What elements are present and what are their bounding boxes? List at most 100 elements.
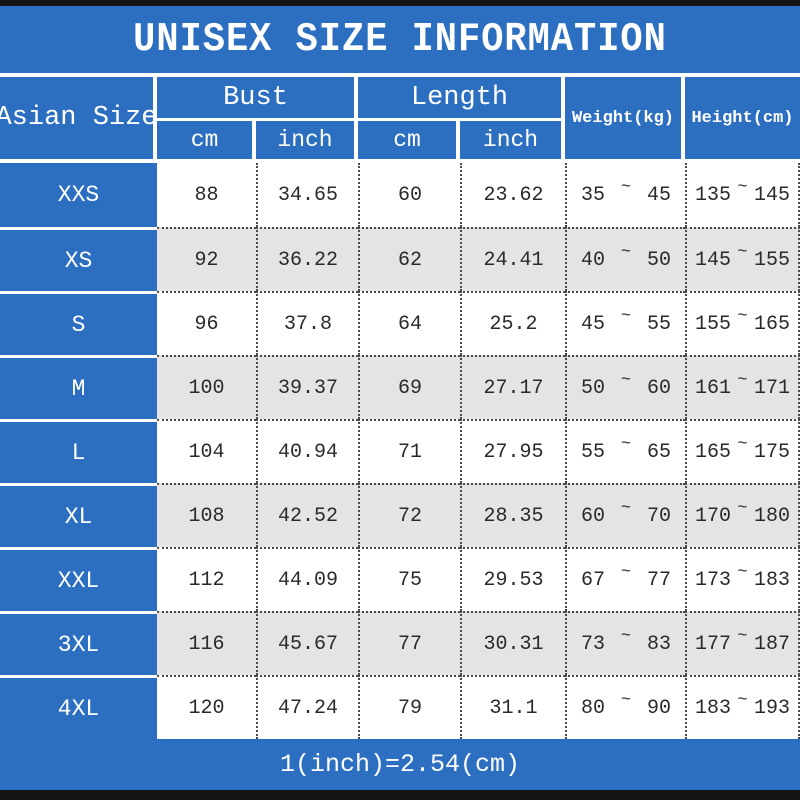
header-bust-inch: inch bbox=[256, 121, 358, 159]
header-length-cm: cm bbox=[358, 121, 460, 159]
length-inch-cell: 30.31 bbox=[460, 611, 565, 675]
tilde-icon: ~ bbox=[737, 177, 748, 197]
bust-cm-cell: 116 bbox=[157, 611, 256, 675]
length-cm-cell: 75 bbox=[358, 547, 460, 611]
height-range-cell: 170 ~ 180 bbox=[685, 483, 800, 547]
bust-inch-cell: 47.24 bbox=[256, 675, 358, 739]
height-max: 175 bbox=[753, 440, 790, 464]
size-label: XL bbox=[0, 483, 157, 547]
table-row: S 96 37.8 64 25.2 45 ~ 55 155 ~ 165 bbox=[0, 291, 800, 355]
table-body: XXS 88 34.65 60 23.62 35 ~ 45 135 ~ 145 … bbox=[0, 163, 800, 739]
size-label: XXS bbox=[0, 163, 157, 227]
tilde-icon: ~ bbox=[737, 690, 748, 710]
size-label: L bbox=[0, 419, 157, 483]
weight-range-cell: 60 ~ 70 bbox=[565, 483, 685, 547]
bust-inch-cell: 40.94 bbox=[256, 419, 358, 483]
bust-inch-cell: 45.67 bbox=[256, 611, 358, 675]
height-max: 187 bbox=[753, 632, 790, 656]
height-range-cell: 135 ~ 145 bbox=[685, 163, 800, 227]
bust-inch-cell: 42.52 bbox=[256, 483, 358, 547]
table-row: 4XL 120 47.24 79 31.1 80 ~ 90 183 ~ 193 bbox=[0, 675, 800, 739]
height-range-cell: 183 ~ 193 bbox=[685, 675, 800, 739]
height-max: 165 bbox=[753, 312, 790, 336]
tilde-icon: ~ bbox=[737, 434, 748, 454]
footer-band: 1(inch)=2.54(cm) bbox=[0, 739, 800, 790]
header-height-cm: Height(cm) bbox=[685, 77, 800, 159]
weight-max: 55 bbox=[646, 312, 671, 336]
weight-max: 50 bbox=[646, 248, 671, 272]
weight-range-cell: 40 ~ 50 bbox=[565, 227, 685, 291]
tilde-icon: ~ bbox=[620, 370, 632, 390]
header-length-inch: inch bbox=[460, 121, 565, 159]
length-inch-cell: 29.53 bbox=[460, 547, 565, 611]
length-inch-cell: 23.62 bbox=[460, 163, 565, 227]
bust-cm-cell: 104 bbox=[157, 419, 256, 483]
weight-min: 80 bbox=[581, 696, 606, 720]
height-min: 177 bbox=[695, 632, 732, 656]
height-max: 183 bbox=[753, 568, 790, 592]
tilde-icon: ~ bbox=[737, 242, 748, 262]
length-inch-cell: 25.2 bbox=[460, 291, 565, 355]
size-label: XXL bbox=[0, 547, 157, 611]
weight-range-cell: 50 ~ 60 bbox=[565, 355, 685, 419]
length-cm-cell: 60 bbox=[358, 163, 460, 227]
bust-cm-cell: 120 bbox=[157, 675, 256, 739]
tilde-icon: ~ bbox=[737, 370, 748, 390]
length-cm-cell: 69 bbox=[358, 355, 460, 419]
weight-range-cell: 55 ~ 65 bbox=[565, 419, 685, 483]
weight-range-cell: 80 ~ 90 bbox=[565, 675, 685, 739]
weight-max: 83 bbox=[646, 632, 671, 656]
tilde-icon: ~ bbox=[737, 562, 748, 582]
header-bust-cm: cm bbox=[157, 121, 256, 159]
size-label: M bbox=[0, 355, 157, 419]
height-min: 135 bbox=[695, 183, 732, 207]
weight-range-cell: 35 ~ 45 bbox=[565, 163, 685, 227]
weight-min: 35 bbox=[581, 183, 606, 207]
weight-max: 65 bbox=[646, 440, 671, 464]
height-min: 183 bbox=[695, 696, 732, 720]
height-min: 165 bbox=[695, 440, 732, 464]
table-row: XS 92 36.22 62 24.41 40 ~ 50 145 ~ 155 bbox=[0, 227, 800, 291]
weight-min: 73 bbox=[581, 632, 606, 656]
height-range-cell: 155 ~ 165 bbox=[685, 291, 800, 355]
height-range-cell: 165 ~ 175 bbox=[685, 419, 800, 483]
table-row: 3XL 116 45.67 77 30.31 73 ~ 83 177 ~ 187 bbox=[0, 611, 800, 675]
tilde-icon: ~ bbox=[620, 498, 632, 518]
weight-min: 67 bbox=[581, 568, 606, 592]
bust-cm-cell: 112 bbox=[157, 547, 256, 611]
page-title: UNISEX SIZE INFORMATION bbox=[133, 16, 667, 63]
bust-inch-cell: 37.8 bbox=[256, 291, 358, 355]
tilde-icon: ~ bbox=[620, 434, 632, 454]
height-min: 173 bbox=[695, 568, 732, 592]
weight-min: 45 bbox=[581, 312, 606, 336]
length-cm-cell: 71 bbox=[358, 419, 460, 483]
size-label: S bbox=[0, 291, 157, 355]
bust-cm-cell: 108 bbox=[157, 483, 256, 547]
tilde-icon: ~ bbox=[620, 242, 632, 262]
length-cm-cell: 77 bbox=[358, 611, 460, 675]
height-max: 171 bbox=[753, 376, 790, 400]
tilde-icon: ~ bbox=[737, 498, 748, 518]
conversion-note: 1(inch)=2.54(cm) bbox=[279, 750, 521, 779]
tilde-icon: ~ bbox=[620, 626, 632, 646]
height-max: 193 bbox=[753, 696, 790, 720]
size-label: 3XL bbox=[0, 611, 157, 675]
title-band: UNISEX SIZE INFORMATION bbox=[0, 6, 800, 73]
length-cm-cell: 62 bbox=[358, 227, 460, 291]
length-cm-cell: 64 bbox=[358, 291, 460, 355]
header-weight-kg: Weight(kg) bbox=[565, 77, 685, 159]
length-inch-cell: 31.1 bbox=[460, 675, 565, 739]
table-row: XXL 112 44.09 75 29.53 67 ~ 77 173 ~ 183 bbox=[0, 547, 800, 611]
weight-max: 70 bbox=[646, 504, 671, 528]
height-max: 145 bbox=[753, 183, 790, 207]
header-separator bbox=[0, 73, 800, 77]
tilde-icon: ~ bbox=[620, 177, 632, 197]
header-bust: Bust bbox=[157, 77, 358, 121]
height-range-cell: 161 ~ 171 bbox=[685, 355, 800, 419]
height-min: 161 bbox=[695, 376, 732, 400]
height-range-cell: 173 ~ 183 bbox=[685, 547, 800, 611]
height-range-cell: 145 ~ 155 bbox=[685, 227, 800, 291]
weight-min: 60 bbox=[581, 504, 606, 528]
height-max: 180 bbox=[753, 504, 790, 528]
bust-cm-cell: 92 bbox=[157, 227, 256, 291]
